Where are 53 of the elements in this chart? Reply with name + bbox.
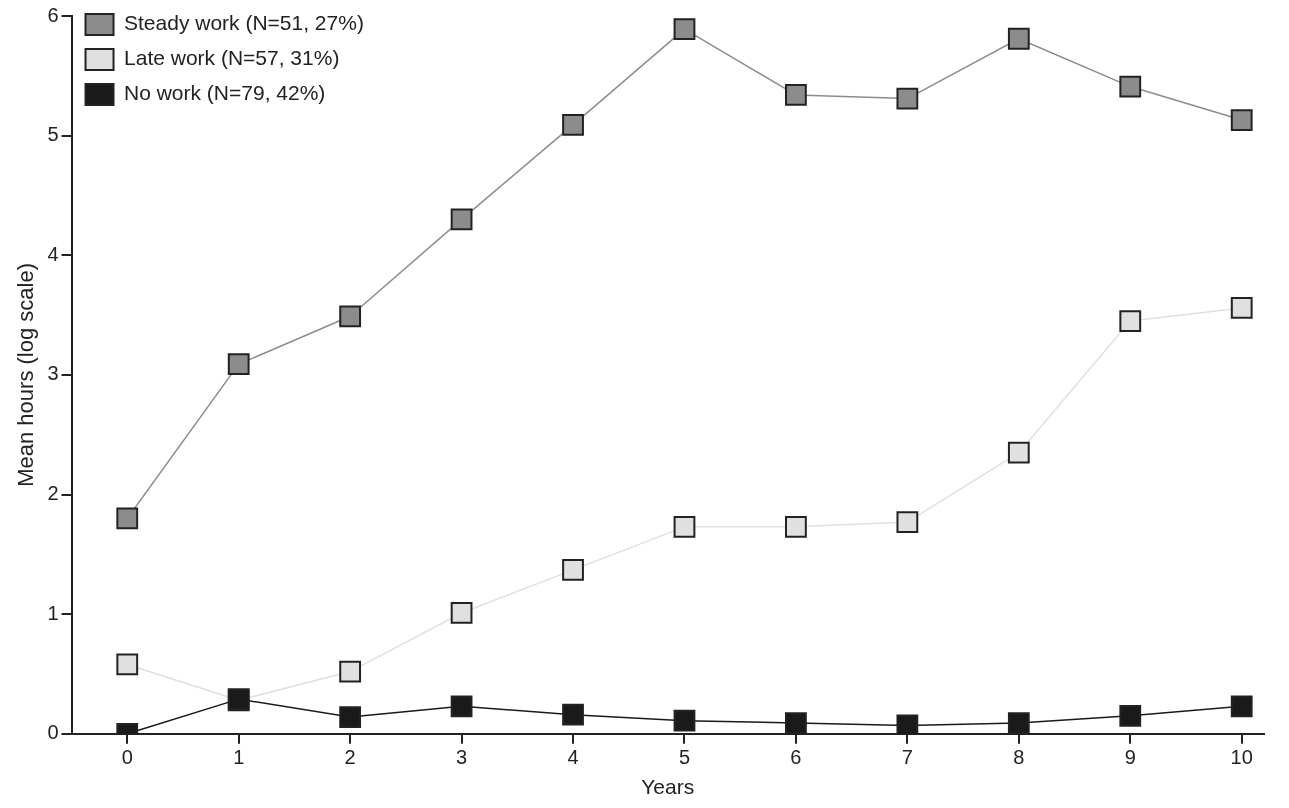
- point: [896, 511, 919, 533]
- point: [1230, 695, 1253, 718]
- point: [450, 208, 473, 231]
- point: [116, 507, 139, 530]
- legend-label: Late work (N=57, 31%): [124, 46, 340, 70]
- y-tick-label: 6: [47, 3, 59, 26]
- point: [227, 353, 250, 376]
- point: [1119, 75, 1142, 98]
- point: [1007, 27, 1030, 50]
- point: [1230, 297, 1253, 319]
- point: [1119, 310, 1142, 332]
- x-tick-label: 9: [1124, 746, 1136, 769]
- y-tick-label: 1: [47, 601, 59, 624]
- y-tick-label: 3: [47, 362, 59, 385]
- x-tick-label: 5: [678, 746, 691, 769]
- point: [673, 18, 696, 41]
- legend-label: Steady work (N=51, 27%): [124, 11, 364, 35]
- x-tick-label: 0: [121, 746, 133, 769]
- point: [785, 712, 807, 734]
- point: [116, 653, 139, 676]
- point: [896, 87, 919, 110]
- point: [339, 305, 362, 328]
- point: [339, 660, 362, 683]
- y-tick-label: 2: [47, 482, 59, 505]
- legend-label: No work (N=79, 42%): [124, 81, 326, 105]
- x-tick-label: 6: [790, 746, 802, 769]
- x-tick-label: 7: [901, 746, 913, 769]
- point: [1007, 712, 1030, 734]
- x-tick-label: 1: [233, 746, 245, 769]
- y-tick-label: 4: [47, 242, 59, 265]
- x-tick-label: 2: [344, 746, 356, 769]
- y-tick-label: 0: [47, 721, 59, 744]
- y-tick-label: 5: [47, 123, 59, 146]
- point: [896, 714, 919, 734]
- point: [339, 706, 362, 728]
- x-axis-title: Years: [641, 775, 695, 799]
- x-tick-label: 8: [1013, 746, 1025, 769]
- point: [450, 695, 473, 718]
- point: [1230, 109, 1253, 131]
- point: [1007, 441, 1030, 464]
- point: [450, 602, 473, 624]
- point: [673, 709, 696, 732]
- point: [562, 113, 584, 136]
- point: [673, 515, 696, 538]
- y-axis-title: Mean hours (log scale): [13, 263, 39, 487]
- x-tick-label: 4: [567, 746, 579, 769]
- x-tick-label: 3: [456, 746, 468, 769]
- point: [785, 515, 807, 538]
- point: [562, 703, 584, 726]
- point: [1119, 704, 1142, 727]
- point: [562, 559, 584, 581]
- x-tick-label: 10: [1230, 746, 1253, 769]
- point: [785, 84, 807, 106]
